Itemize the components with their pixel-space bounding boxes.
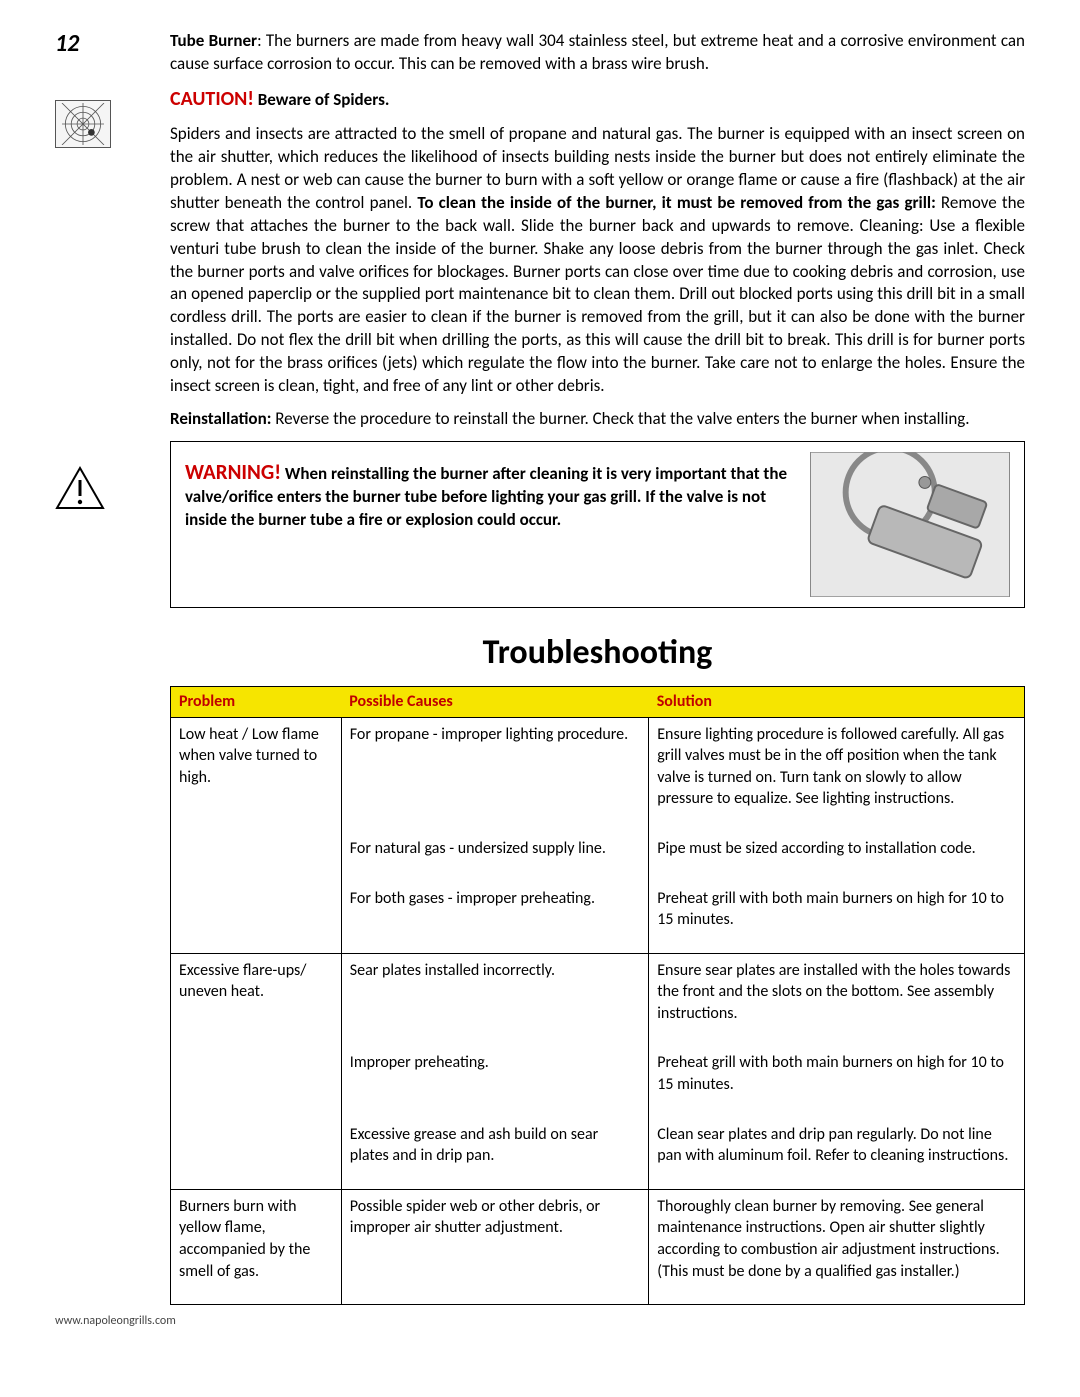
spider-icon	[55, 100, 125, 148]
td-problem	[171, 1046, 342, 1117]
th-solution: Solution	[649, 686, 1025, 717]
caution-leader: CAUTION!	[170, 87, 254, 111]
td-cause: Possible spider web or other debris, or …	[341, 1189, 648, 1304]
tube-burner-paragraph: Tube Burner: The burners are made from h…	[170, 30, 1025, 76]
table-row: Burners burn with yellow flame, accompan…	[171, 1189, 1025, 1304]
troubleshooting-heading: Troubleshooting	[170, 630, 1025, 676]
reinstall-label: Reinstallation:	[170, 408, 271, 429]
reinstall-text: Reverse the procedure to reinstall the b…	[271, 408, 969, 429]
warning-triangle-icon	[55, 466, 125, 517]
th-causes: Possible Causes	[341, 686, 648, 717]
burner-diagram-image	[810, 452, 1010, 597]
table-row: Excessive flare-ups/ uneven heat.Sear pl…	[171, 953, 1025, 1046]
tube-burner-label: Tube Burner	[170, 30, 257, 51]
caution-line: CAUTION! Beware of Spiders.	[170, 86, 1025, 113]
table-row: For natural gas - undersized supply line…	[171, 832, 1025, 882]
table-row: Low heat / Low flame when valve turned t…	[171, 717, 1025, 832]
td-solution: Thoroughly clean burner by removing. See…	[649, 1189, 1025, 1304]
troubleshooting-table: Problem Possible Causes Solution Low hea…	[170, 686, 1025, 1305]
td-solution: Clean sear plates and drip pan regularly…	[649, 1118, 1025, 1190]
spider-bold-1: To clean the inside of the burner, it mu…	[417, 192, 935, 213]
warning-box: WARNING! When reinstalling the burner af…	[170, 441, 1025, 608]
td-cause: For propane - improper lighting procedur…	[341, 717, 648, 832]
th-problem: Problem	[171, 686, 342, 717]
reinstall-paragraph: Reinstallation: Reverse the procedure to…	[170, 408, 1025, 431]
td-problem: Excessive flare-ups/ uneven heat.	[171, 953, 342, 1046]
td-solution: Preheat grill with both main burners on …	[649, 1046, 1025, 1117]
td-problem: Low heat / Low flame when valve turned t…	[171, 717, 342, 832]
warning-leader: WARNING!	[185, 459, 281, 485]
td-problem: Burners burn with yellow flame, accompan…	[171, 1189, 342, 1304]
table-row: Improper preheating.Preheat grill with b…	[171, 1046, 1025, 1117]
td-problem	[171, 832, 342, 882]
table-row: Excessive grease and ash build on sear p…	[171, 1118, 1025, 1190]
table-header-row: Problem Possible Causes Solution	[171, 686, 1025, 717]
td-problem	[171, 1118, 342, 1190]
td-cause: Improper preheating.	[341, 1046, 648, 1117]
footer-url: www.napoleongrills.com	[55, 1313, 1025, 1329]
td-cause: Excessive grease and ash build on sear p…	[341, 1118, 648, 1190]
tube-burner-text: : The burners are made from heavy wall 3…	[170, 30, 1025, 74]
caution-rest: Beware of Spiders.	[254, 89, 390, 110]
td-solution: Pipe must be sized according to installa…	[649, 832, 1025, 882]
spider-paragraph: Spiders and insects are attracted to the…	[170, 123, 1025, 398]
td-cause: Sear plates installed incorrectly.	[341, 953, 648, 1046]
td-problem	[171, 882, 342, 954]
warning-text: WARNING! When reinstalling the burner af…	[185, 452, 796, 538]
td-solution: Ensure lighting procedure is followed ca…	[649, 717, 1025, 832]
table-row: For both gases - improper preheating.Pre…	[171, 882, 1025, 954]
page-number: 12	[55, 28, 79, 60]
td-solution: Ensure sear plates are installed with th…	[649, 953, 1025, 1046]
td-cause: For both gases - improper preheating.	[341, 882, 648, 954]
spider-text-2: Remove the screw that attaches the burne…	[170, 192, 1025, 397]
td-solution: Preheat grill with both main burners on …	[649, 882, 1025, 954]
td-cause: For natural gas - undersized supply line…	[341, 832, 648, 882]
